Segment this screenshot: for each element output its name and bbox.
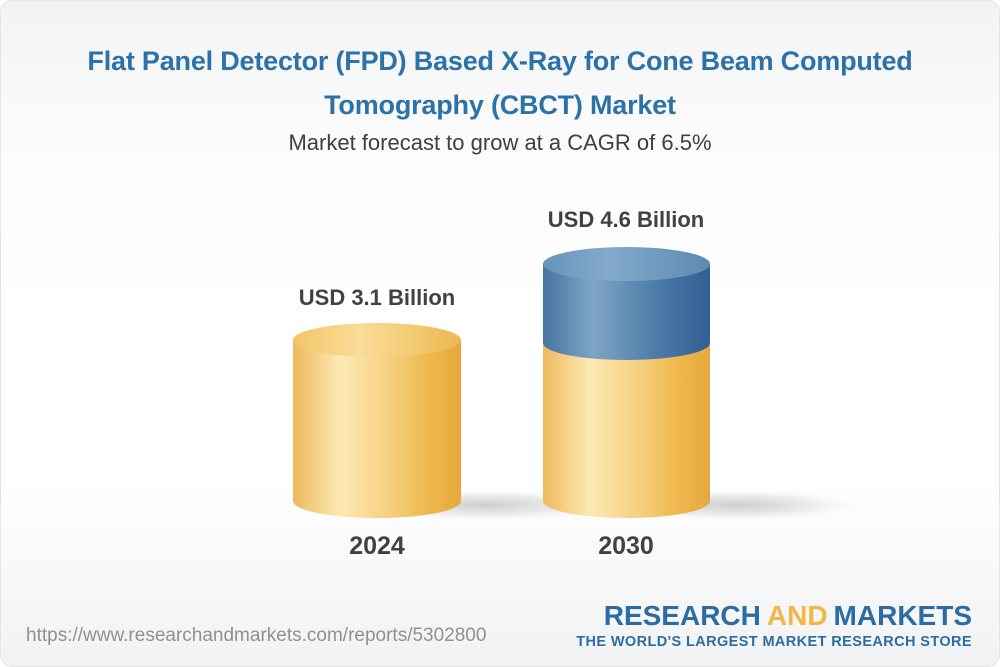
logo-word-and: AND [766, 600, 828, 631]
value-label-2024: USD 3.1 Billion [298, 285, 456, 310]
logo-tagline: THE WORLD'S LARGEST MARKET RESEARCH STOR… [576, 634, 972, 650]
value-label-2030: USD 4.6 Billion [547, 207, 705, 232]
page-title: Flat Panel Detector (FPD) Based X-Ray fo… [1, 39, 999, 127]
research-and-markets-logo: RESEARCH AND MARKETS THE WORLD'S LARGEST M… [576, 601, 972, 651]
report-url: https://www.researchandmarkets.com/repor… [26, 625, 487, 646]
bar-2024-body [293, 340, 461, 518]
logo-wordmark: RESEARCH AND MARKETS [576, 601, 972, 631]
bar-2030-top [543, 247, 710, 281]
bar-2030-base-body [543, 343, 710, 518]
category-label-2030: 2030 [598, 532, 654, 560]
category-label-2024: 2024 [349, 532, 405, 560]
bar-2024-top [293, 323, 461, 357]
logo-word-markets: MARKETS [833, 600, 972, 631]
bar-2030-growth-body [543, 264, 710, 360]
chart-subtitle: Market forecast to grow at a CAGR of 6.5… [288, 130, 712, 155]
page-title-line-1: Flat Panel Detector (FPD) Based X-Ray fo… [87, 46, 913, 76]
page-title-line-2: Tomography (CBCT) Market [324, 90, 676, 120]
logo-word-research: RESEARCH [603, 600, 761, 631]
